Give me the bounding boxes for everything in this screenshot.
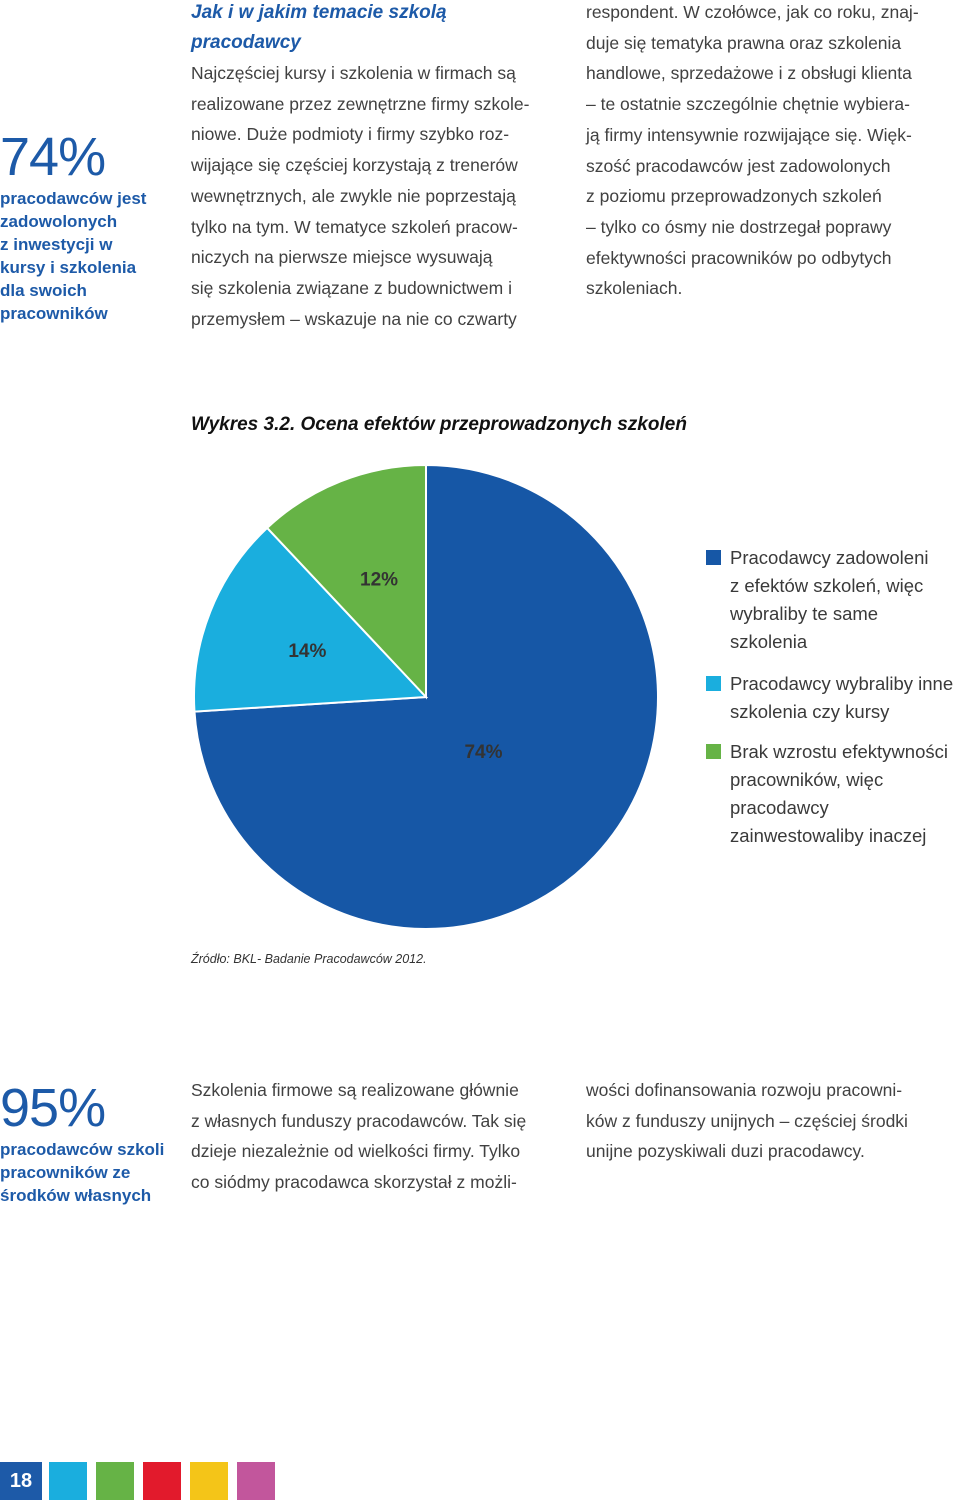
chart-source: Źródło: BKL- Badanie Pracodawców 2012. — [191, 952, 427, 966]
stat-caption: pracodawców jest zadowolonych z inwestyc… — [0, 189, 147, 323]
text-column-left: Jak i w jakim temacie szkolą pracodawcy … — [191, 0, 553, 334]
color-square-2 — [96, 1462, 134, 1500]
chart-title: Wykres 3.2. Ocena efektów przeprowadzony… — [191, 414, 687, 435]
color-square-1 — [49, 1462, 87, 1500]
text-column-right: respondent. W czołówce, jak co roku, zna… — [586, 2, 919, 299]
legend-label: Brak wzrostu efektywności pracowników, wi… — [730, 741, 948, 846]
slice-label-2: 14% — [288, 641, 326, 662]
legend-swatch — [706, 550, 721, 565]
legend-item-3: Brak wzrostu efektywności pracowników, wi… — [706, 738, 960, 850]
sidebar-stat-bottom: 95% pracodawców szkoli pracowników ze śr… — [0, 1078, 172, 1207]
color-square-5 — [237, 1462, 275, 1500]
color-square-4 — [190, 1462, 228, 1500]
bottom-column-right: wości dofinansowania rozwoju pracowni- k… — [586, 1080, 908, 1162]
chart-legend: Pracodawcy zadowoleni z efektów szkoleń, … — [706, 544, 960, 850]
legend-item-2: Pracodawcy wybraliby inne szkolenia czy k… — [706, 670, 960, 726]
pie-slice-2 — [193, 526, 429, 713]
section-heading: Jak i w jakim temacie szkolą pracodawcy — [191, 2, 447, 53]
paragraph: Najczęściej kursy i szkolenia w firmach … — [191, 63, 530, 329]
stat-value: 95% — [0, 1078, 106, 1138]
stat-value: 74% — [0, 127, 106, 187]
legend-label: Pracodawcy zadowoleni z efektów szkoleń, … — [730, 547, 929, 652]
pie-slice-3 — [265, 463, 427, 700]
stat-caption: pracodawców szkoli pracowników ze środkó… — [0, 1140, 165, 1205]
legend-swatch — [706, 744, 721, 759]
sidebar-stat-top: 74% pracodawców jest zadowolonych z inwe… — [0, 127, 172, 325]
slice-label-1: 74% — [464, 742, 502, 763]
page-number: 18 — [0, 1462, 42, 1500]
bottom-column-left: Szkolenia firmowe są realizowane głównie… — [191, 1080, 527, 1193]
color-square-3 — [143, 1462, 181, 1500]
slice-label-3: 12% — [360, 569, 398, 590]
pie-chart: 74% 14% 12% — [193, 463, 659, 930]
legend-swatch — [706, 676, 721, 691]
legend-item-1: Pracodawcy zadowoleni z efektów szkoleń, … — [706, 544, 960, 656]
legend-label: Pracodawcy wybraliby inne szkolenia czy k… — [730, 673, 954, 722]
